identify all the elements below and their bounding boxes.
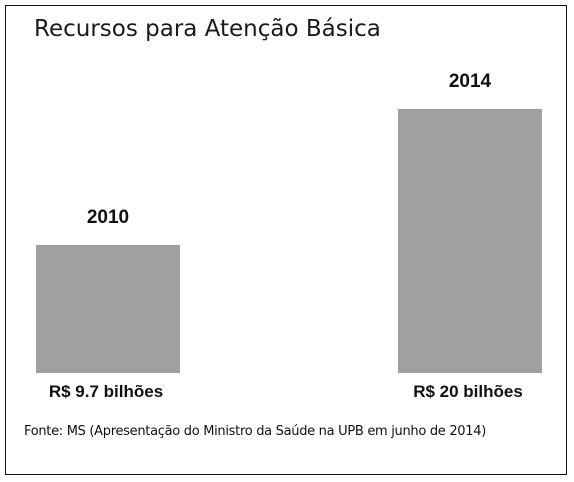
category-label-2010: 2010: [87, 207, 129, 228]
category-label-2014: 2014: [449, 71, 492, 92]
chart-title: Recursos para Atenção Básica: [34, 16, 381, 42]
source-note: Fonte: MS (Apresentação do Ministro da S…: [24, 424, 486, 439]
value-label-2014: R$ 20 bilhões: [413, 382, 523, 401]
bar-2010: [36, 244, 180, 373]
value-label-2010: R$ 9.7 bilhões: [49, 382, 163, 401]
bar-2014: [398, 109, 542, 373]
